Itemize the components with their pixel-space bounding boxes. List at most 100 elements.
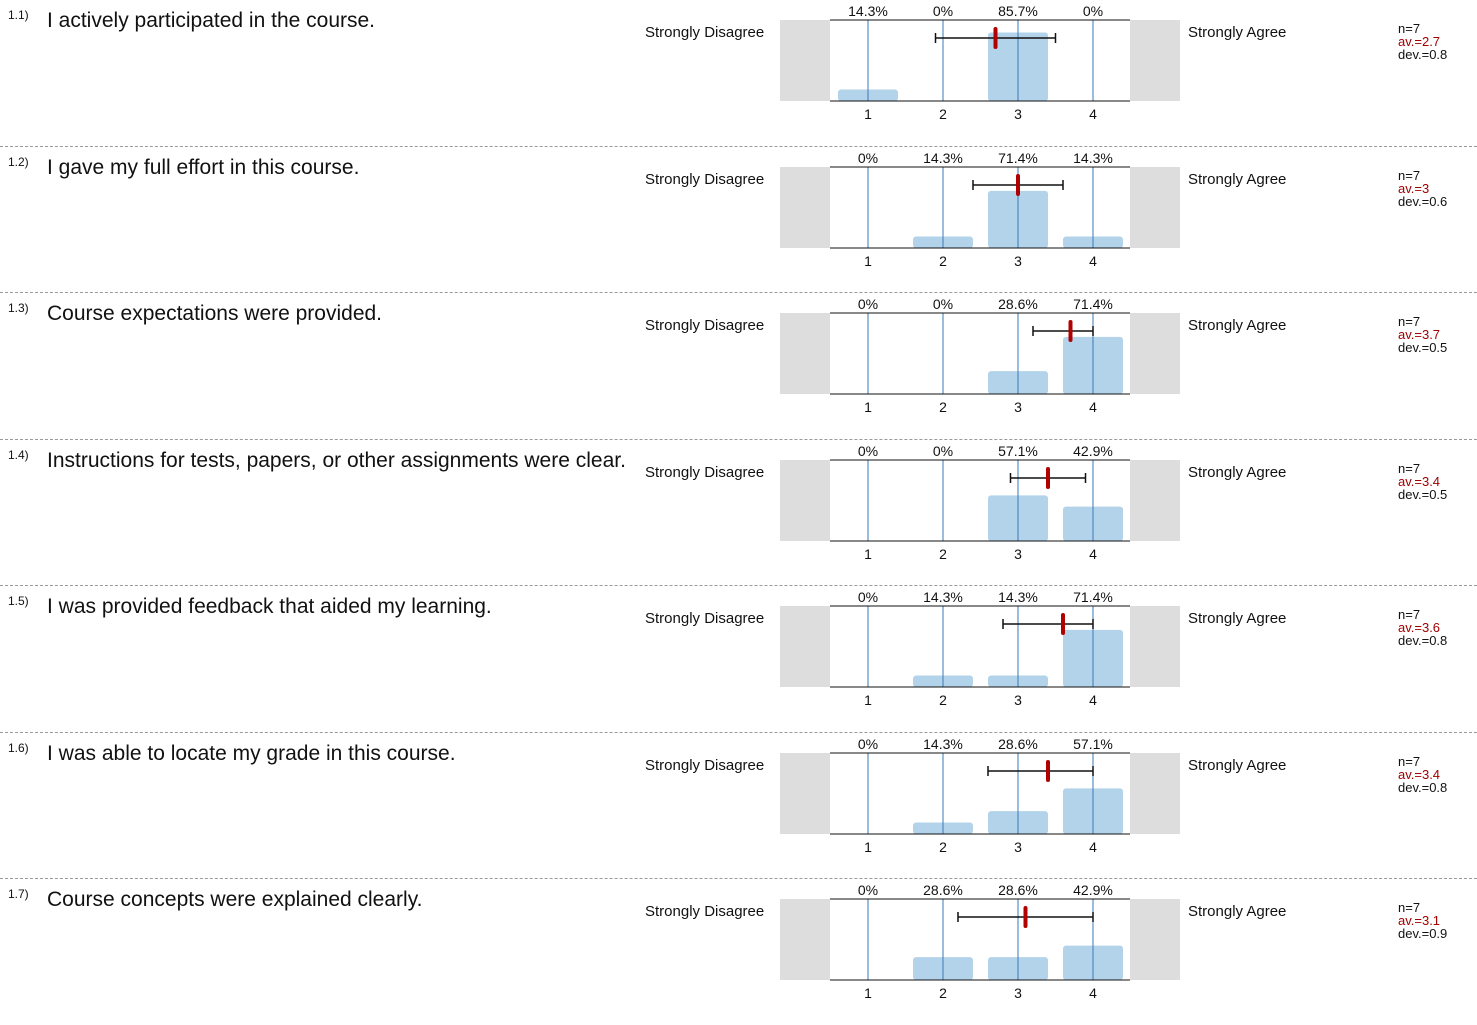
stats-block: n=7 av.=3.6 dev.=0.8 (1398, 608, 1447, 647)
question-number: 1.6) (8, 740, 29, 755)
scale-left-label: Strongly Disagree (645, 463, 765, 481)
n-count: n=7 (1398, 314, 1421, 329)
scale-right-label: Strongly Agree (1188, 24, 1287, 41)
tick-label: 2 (939, 985, 947, 1001)
percent-label: 57.1% (998, 443, 1038, 459)
stats-block: n=7 av.=3.7 dev.=0.5 (1398, 315, 1447, 354)
tick-label: 3 (1014, 692, 1022, 708)
bar-chart: 0% 0% 28.6% 71.4% 1 2 3 4 (780, 296, 1180, 415)
question-text: Instructions for tests, papers, or other… (47, 448, 626, 472)
average-value: av.=2.7 (1398, 34, 1441, 49)
deviation-value: dev.=0.5 (1398, 340, 1448, 355)
n-count: n=7 (1398, 607, 1421, 622)
percent-label: 0% (858, 150, 878, 166)
scale-left-label: Strongly Disagree (645, 903, 765, 920)
tick-label: 4 (1089, 253, 1097, 269)
percent-label: 0% (858, 736, 878, 752)
tick-label: 2 (939, 253, 947, 269)
left-side-box (780, 752, 830, 834)
tick-label: 2 (939, 399, 947, 415)
question-number: 1.4) (8, 447, 29, 462)
tick-label: 4 (1089, 839, 1097, 855)
tick-label: 3 (1014, 546, 1022, 562)
scale-right-label: Strongly Agree (1188, 317, 1287, 334)
average-value: av.=3.1 (1398, 913, 1441, 928)
percent-label: 0% (858, 589, 878, 605)
tick-label: 2 (939, 839, 947, 855)
right-side-box (1130, 606, 1180, 687)
tick-label: 2 (939, 692, 947, 708)
scale-left-label: Strongly Disagree (645, 610, 765, 627)
question-row: 1.2) I gave my full effort in this course… (0, 147, 1477, 293)
percent-label: 42.9% (1073, 443, 1113, 459)
question-number: 1.7) (8, 887, 29, 901)
question-text: I actively participated in the course. (47, 9, 376, 32)
deviation-value: dev.=0.6 (1398, 193, 1448, 209)
tick-label: 4 (1089, 692, 1097, 708)
stats-block: n=7 av.=3.1 dev.=0.9 (1398, 901, 1447, 940)
tick-label: 2 (939, 106, 947, 122)
question-text: Course concepts were explained clearly. (47, 888, 423, 911)
average-value: av.=3.7 (1398, 327, 1441, 342)
tick-label: 1 (864, 106, 872, 122)
percent-label: 57.1% (1073, 736, 1113, 752)
right-side-box (1130, 459, 1180, 541)
scale-left-label: Strongly Disagree (645, 317, 765, 334)
tick-label: 3 (1014, 985, 1022, 1001)
stats-block: n=7 av.=3.4 dev.=0.5 (1398, 462, 1447, 501)
question-row: 1.4) Instructions for tests, papers, or o… (0, 440, 1477, 586)
percent-label: 28.6% (923, 882, 963, 898)
average-value: av.=3.6 (1398, 620, 1441, 635)
deviation-value: dev.=0.8 (1398, 633, 1448, 648)
question-number: 1.2) (8, 154, 29, 169)
question-row: 1.1) I actively participated in the cours… (0, 0, 1477, 146)
tick-label: 2 (939, 546, 947, 562)
scale-left-label: Strongly Disagree (645, 170, 765, 188)
percent-label: 14.3% (998, 589, 1038, 605)
percent-label: 0% (933, 3, 953, 19)
percent-label: 42.9% (1073, 882, 1113, 898)
right-side-box (1130, 313, 1180, 394)
percent-label: 28.6% (998, 882, 1038, 898)
bar-chart: 14.3% 0% 85.7% 0% 1 2 3 4 (780, 3, 1180, 122)
average-value: av.=3.4 (1398, 766, 1441, 782)
scale-right-label: Strongly Agree (1188, 903, 1287, 920)
scale-right-label: Strongly Agree (1188, 610, 1287, 627)
question-row: 1.3) Course expectations were provided. St… (0, 293, 1477, 439)
row-divider (0, 145, 1477, 147)
question-row: 1.7) Course concepts were explained clear… (0, 879, 1477, 1025)
n-count: n=7 (1398, 21, 1421, 36)
average-value: av.=3.4 (1398, 473, 1441, 489)
percent-label: 0% (933, 296, 953, 312)
percent-label: 71.4% (1073, 296, 1113, 312)
left-side-box (780, 459, 830, 541)
left-side-box (780, 899, 830, 980)
right-side-box (1130, 899, 1180, 980)
percent-label: 14.3% (1073, 150, 1113, 166)
stats-block: n=7 av.=2.7 dev.=0.8 (1398, 22, 1447, 61)
deviation-value: dev.=0.8 (1398, 47, 1448, 62)
question-row: 1.6) I was able to locate my grade in thi… (0, 733, 1477, 879)
tick-label: 1 (864, 253, 872, 269)
scale-right-label: Strongly Agree (1188, 170, 1287, 188)
percent-label: 85.7% (998, 3, 1038, 19)
row-divider (0, 292, 1477, 293)
percent-label: 0% (858, 882, 878, 898)
stats-block: n=7 av.=3 dev.=0.6 (1398, 169, 1447, 208)
tick-label: 1 (864, 692, 872, 708)
tick-label: 1 (864, 399, 872, 415)
bar-chart: 0% 28.6% 28.6% 42.9% 1 2 3 4 (780, 882, 1180, 1001)
scale-right-label: Strongly Agree (1188, 756, 1287, 774)
deviation-value: dev.=0.5 (1398, 486, 1448, 502)
percent-label: 14.3% (923, 150, 963, 166)
tick-label: 3 (1014, 106, 1022, 122)
tick-label: 3 (1014, 839, 1022, 855)
row-divider (0, 585, 1477, 586)
n-count: n=7 (1398, 460, 1421, 476)
percent-label: 0% (1083, 3, 1103, 19)
bar-chart: 0% 14.3% 28.6% 57.1% 1 2 3 4 (780, 736, 1180, 855)
question-text: Course expectations were provided. (47, 302, 383, 325)
question-text: I was provided feedback that aided my le… (47, 595, 492, 618)
percent-label: 14.3% (848, 3, 888, 19)
percent-label: 0% (858, 296, 878, 312)
